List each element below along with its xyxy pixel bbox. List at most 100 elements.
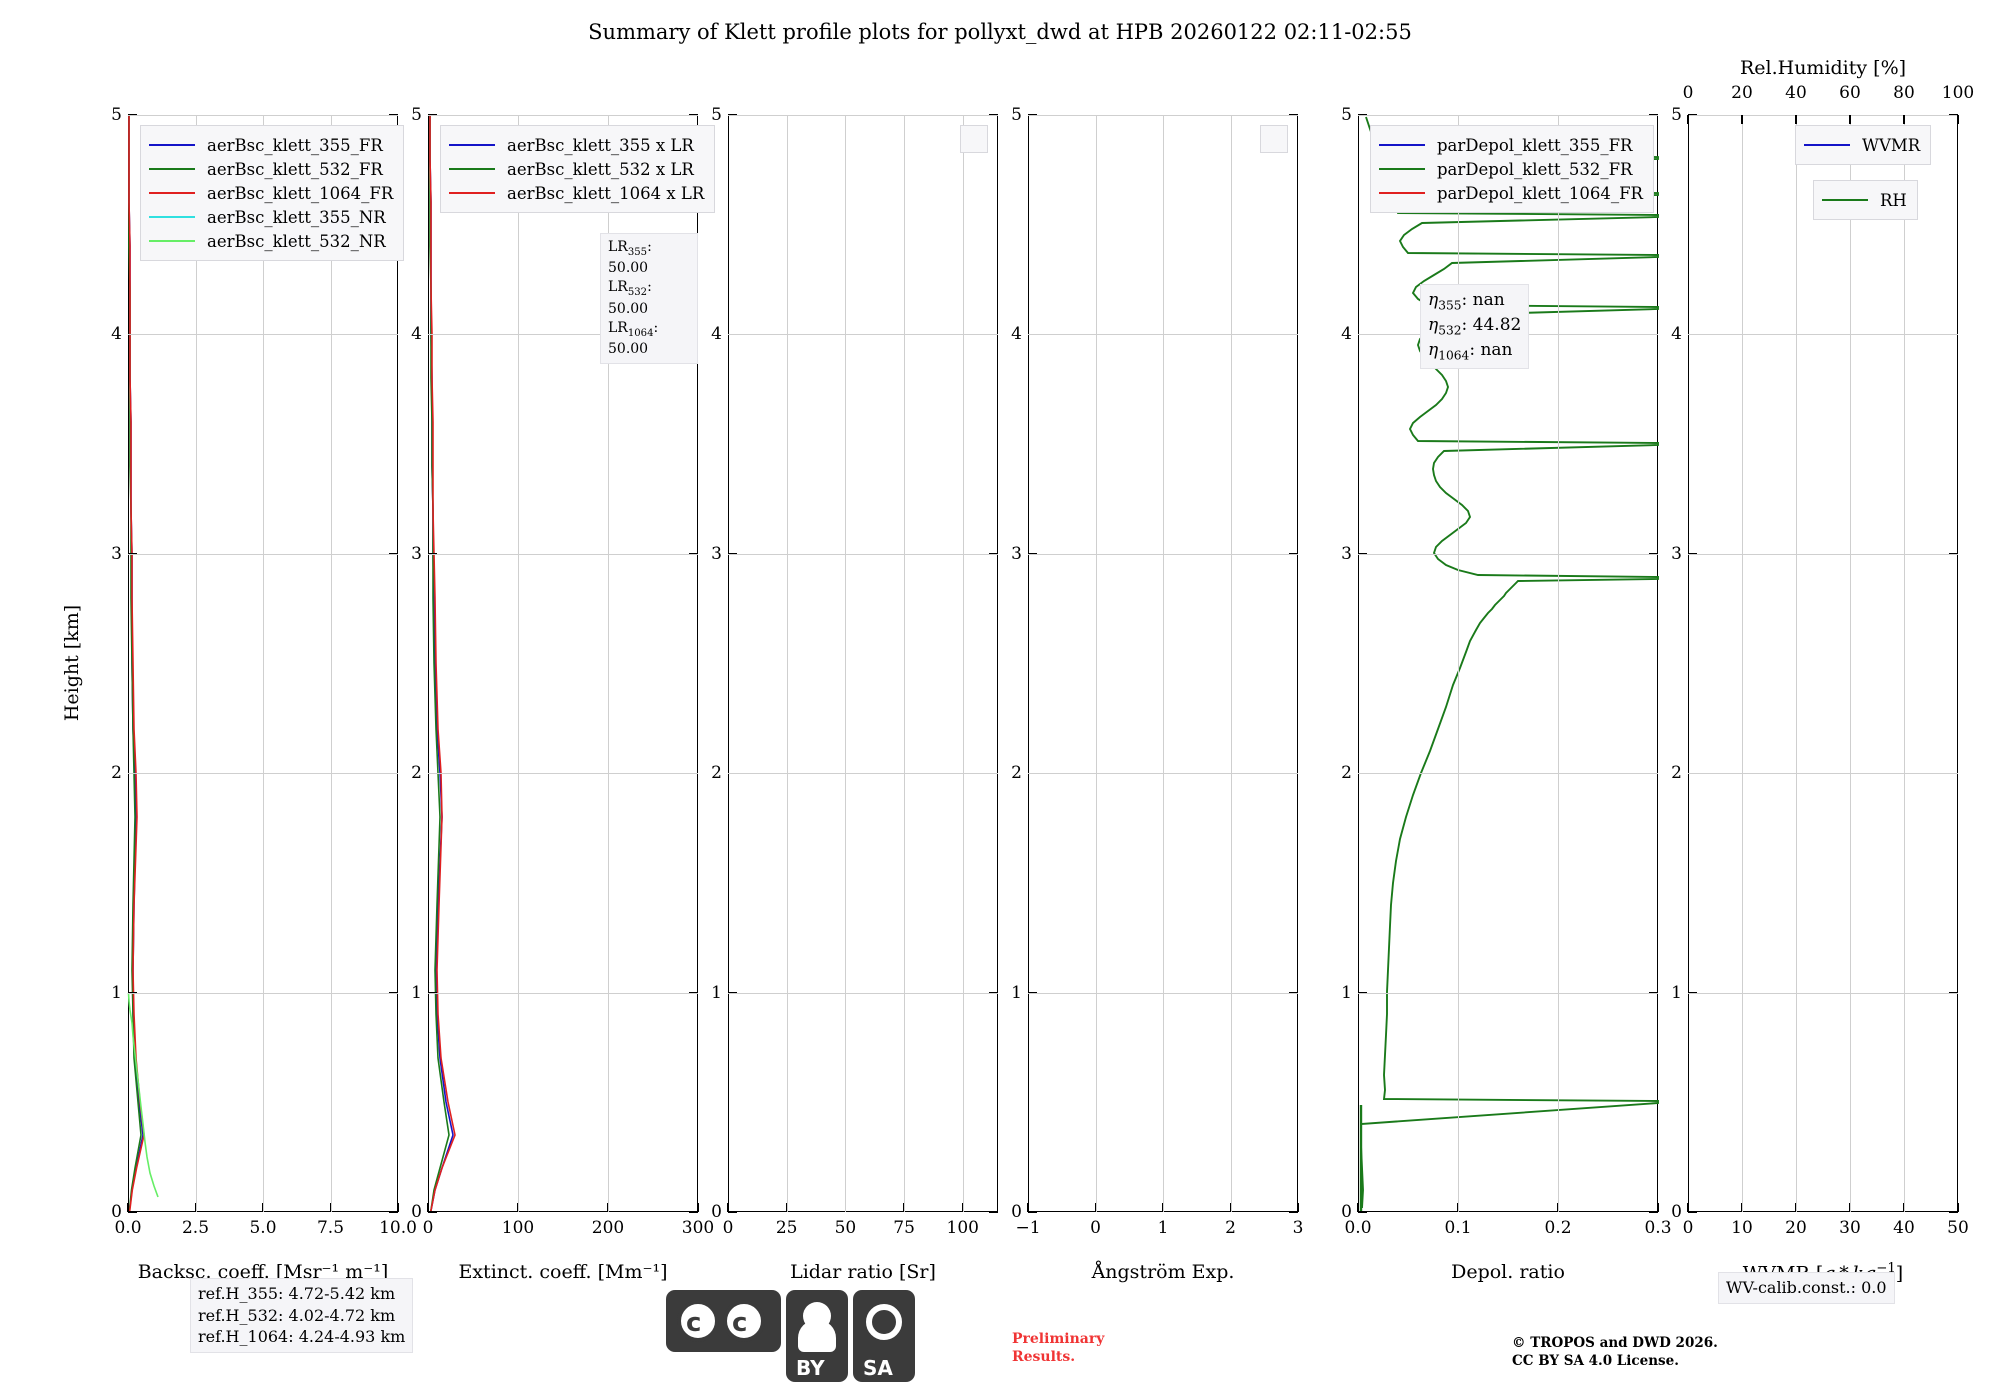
legend-swatch-355fr (149, 144, 195, 146)
x-tick-label: −1 (1015, 1218, 1041, 1238)
x-tick-label: 40 (1893, 1218, 1915, 1238)
legend-label: parDepol_klett_1064_FR (1437, 183, 1643, 203)
x-tick (962, 1203, 964, 1212)
cc-circle-left-icon (677, 1300, 719, 1342)
legend-depol-ratio: parDepol_klett_355_FR parDepol_klett_532… (1370, 125, 1654, 213)
eta-value: : nan (1461, 290, 1505, 310)
y-tick-right (1949, 553, 1958, 555)
y-tick (1358, 1211, 1367, 1213)
y-tick-label: 1 (1671, 982, 1682, 1003)
grid-line-horizontal (1358, 115, 1658, 116)
x-tick-label: 1 (1157, 1218, 1169, 1238)
y-tick-right (989, 553, 998, 555)
legend-label: aerBsc_klett_355_NR (207, 207, 386, 227)
legend-label: aerBsc_klett_532 x LR (507, 159, 694, 179)
grid-line-horizontal (428, 992, 698, 994)
panel-extinction: aerBsc_klett_355 x LR aerBsc_klett_532 x… (411, 105, 716, 1283)
x-tick (1741, 1203, 1743, 1212)
legend-item: aerBsc_klett_1064_FR (149, 181, 393, 205)
top-x-tick (1795, 115, 1797, 124)
x-tick-label: 10.0 (379, 1218, 417, 1238)
y-tick-right (1649, 1211, 1658, 1213)
grid-line-horizontal (1688, 115, 1958, 116)
y-tick-right (989, 1211, 998, 1213)
legend-item: aerBsc_klett_1064 x LR (449, 181, 704, 205)
legend-label: WVMR (1862, 135, 1921, 155)
y-tick-label: 2 (1011, 763, 1022, 784)
y-tick-label: 2 (1341, 763, 1352, 784)
y-tick-label: 3 (1011, 543, 1022, 564)
legend-extinction: aerBsc_klett_355 x LR aerBsc_klett_532 x… (440, 125, 716, 213)
legend-swatch-depol1064 (1379, 192, 1425, 194)
legend-wvmr: WVMR (1795, 125, 1932, 165)
y-tick (728, 553, 737, 555)
x-tick (194, 1203, 197, 1212)
x-tick-label: 20 (1785, 1218, 1807, 1238)
grid-line-vertical (263, 115, 264, 1212)
x-tick-label: 50 (834, 1218, 857, 1238)
y-tick-right (1289, 553, 1298, 555)
top-x-tick (1687, 115, 1689, 124)
page-title: Summary of Klett profile plots for polly… (588, 20, 1412, 44)
y-tick (428, 1211, 437, 1213)
legend-label: RH (1880, 190, 1907, 210)
grid-line-horizontal (728, 115, 998, 116)
y-tick (428, 991, 437, 994)
x-tick-label: 0 (1090, 1218, 1101, 1238)
y-tick-label: 1 (1341, 982, 1352, 1003)
grid-line-vertical (962, 115, 964, 1212)
y-tick-label: 0 (1011, 1202, 1022, 1222)
legend-angstrom (1260, 125, 1288, 153)
grid-line-vertical (1095, 115, 1097, 1212)
x-tick-label: 30 (1839, 1218, 1861, 1238)
legend-label: aerBsc_klett_1064_FR (207, 183, 394, 203)
x-tick (1162, 1203, 1164, 1212)
legend-item: parDepol_klett_1064_FR (1379, 181, 1643, 205)
top-x-tick (1903, 115, 1905, 124)
lr-value: : 50.00 (608, 319, 659, 357)
y-tick-label: 0 (1341, 1202, 1352, 1222)
grid-line-vertical (608, 115, 609, 1212)
legend-label: aerBsc_klett_355 x LR (507, 135, 694, 155)
x-tick (1094, 1203, 1097, 1212)
preliminary-results-note: Preliminary Results. (1012, 1330, 1104, 1366)
preliminary-line2: Results. (1012, 1349, 1076, 1366)
x-axis-title-lidar-ratio: Lidar ratio [Sr] (790, 1261, 936, 1283)
grid-line-horizontal (1688, 553, 1958, 555)
y-tick (1688, 553, 1697, 555)
x-tick-label: 2.5 (181, 1218, 210, 1238)
eta-symbol: η (1428, 339, 1439, 360)
lr-1064-line: LR1064: 50.00 (608, 319, 690, 359)
lr-subscript: 1064 (627, 327, 654, 339)
y-tick-label: 5 (411, 105, 422, 125)
x-tick (1357, 1203, 1359, 1212)
y-tick (128, 553, 137, 555)
x-tick (427, 1203, 429, 1212)
legend-swatch-depol532 (1379, 168, 1425, 170)
legend-item: aerBsc_klett_355_NR (149, 205, 393, 229)
y-tick-right (1649, 333, 1658, 336)
y-tick-label: 5 (1011, 105, 1022, 125)
legend-swatch-rh (1822, 199, 1868, 201)
grid-line-horizontal (428, 334, 698, 336)
x-tick (262, 1203, 264, 1212)
legend-item: WVMR (1804, 133, 1920, 157)
x-tick-label: 3 (1292, 1218, 1304, 1238)
curves-extinction (429, 115, 456, 1213)
preliminary-line1: Preliminary (1012, 1331, 1105, 1347)
grid-line-horizontal (428, 773, 698, 775)
copyright-note: © TROPOS and DWD 2026. CC BY SA 4.0 Lice… (1512, 1334, 1718, 1370)
x-tick (127, 1203, 129, 1212)
x-tick (1557, 1203, 1559, 1212)
legend-swatch-ext532 (449, 168, 495, 170)
y-tick-right (1289, 1211, 1298, 1213)
y-tick-label: 2 (1671, 763, 1682, 784)
legend-label: aerBsc_klett_355_FR (207, 135, 383, 155)
x-tick (397, 1203, 399, 1212)
y-tick-right (389, 1211, 398, 1213)
panel-angstrom: Ångström Exp. 0 1 2 3 4 5 −1 0 1 2 3 (1011, 105, 1303, 1283)
x-tick-label: 7.5 (316, 1218, 345, 1238)
y-tick (728, 333, 737, 336)
legend-item: aerBsc_klett_532_FR (149, 157, 393, 181)
top-x-tick-label: 0 (1682, 83, 1694, 103)
